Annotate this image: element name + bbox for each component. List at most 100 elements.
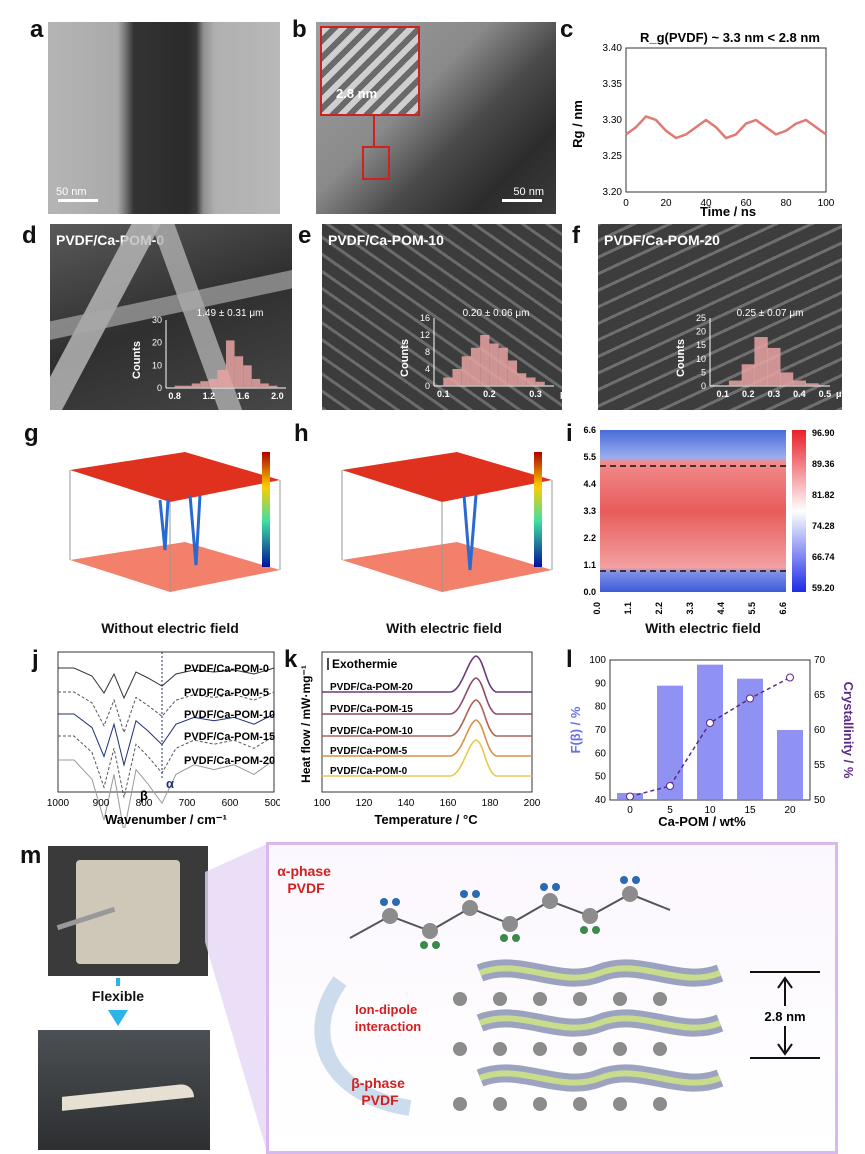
y2-tick-label: 50 xyxy=(814,795,826,806)
dsc-series-line xyxy=(322,677,532,715)
colorbar xyxy=(792,430,806,592)
x-tick-label: 0.0 xyxy=(592,602,602,615)
ftir-series-line xyxy=(58,713,275,767)
y-tick-label: 10 xyxy=(696,354,706,364)
y-tick-label: 20 xyxy=(152,338,162,348)
y-tick-label: 5 xyxy=(701,367,706,377)
x-tick-label: 80 xyxy=(780,198,792,209)
series-label: PVDF/Ca-POM-20 xyxy=(330,682,413,693)
connector-arrow xyxy=(373,114,375,146)
hist-f: 0 5 10 15 20 25 0.1 0.2 0.3 0.4 0.5 μm 0.25 ± 0.07 … xyxy=(675,308,842,399)
hist-bar xyxy=(741,364,755,386)
hist-bar xyxy=(191,383,201,388)
x-tick-label: 200 xyxy=(524,798,540,809)
carbon-atom xyxy=(573,1042,587,1056)
hist-bar xyxy=(461,356,471,386)
interaction-line1: Ion-dipole xyxy=(355,1002,417,1017)
chart-c-xlabel: Time / ns xyxy=(700,204,756,219)
hist-f-ylabel: Counts xyxy=(675,339,687,377)
y-tick-label: 60 xyxy=(595,748,607,759)
panel-g-label: g xyxy=(24,420,39,447)
beta-line2: PVDF xyxy=(361,1092,399,1108)
carbon-atom xyxy=(502,916,518,932)
y-tick-label: 0 xyxy=(701,381,706,391)
x-tick-label: 0 xyxy=(627,805,633,816)
hist-bar xyxy=(452,369,462,386)
chart-k-xlabel: Temperature / °C xyxy=(374,812,478,827)
x-tick-label: 600 xyxy=(222,798,239,809)
y-tick-label: 6.6 xyxy=(583,426,596,435)
y-tick-label: 80 xyxy=(595,702,607,713)
hist-f-stat: 0.25 ± 0.07 μm xyxy=(737,308,804,319)
y-tick-label: 40 xyxy=(595,795,607,806)
carbon-atom xyxy=(533,992,547,1006)
hist-bar xyxy=(767,347,781,386)
hist-bar xyxy=(754,337,768,386)
y-tick-label: 3.20 xyxy=(603,187,623,198)
x-tick-label: 2.0 xyxy=(271,391,284,401)
scale-label: 50 nm xyxy=(513,186,544,198)
x-tick-label: 40 xyxy=(700,198,712,209)
chart-j-xlabel: Wavenumber / cm⁻¹ xyxy=(105,812,227,827)
hist-bar xyxy=(498,347,508,386)
carbon-atom xyxy=(462,900,478,916)
carbon-atom xyxy=(622,886,638,902)
film-sheet xyxy=(76,860,180,964)
carbon-atom xyxy=(453,1097,467,1111)
hist-bar xyxy=(208,378,218,388)
x-tick-label: 1.1 xyxy=(623,602,633,615)
hist-bar xyxy=(226,340,235,388)
y2-tick-label: 60 xyxy=(814,725,826,736)
heatmap-field xyxy=(600,430,786,592)
panel-i-label: i xyxy=(566,420,573,447)
hist-d: 0 10 20 30 0.8 1.2 1.6 2.0 μm 1.49 ± 0.31 μm Cou… xyxy=(131,308,295,401)
caption-g: Without electric field xyxy=(101,620,239,636)
hist-bar xyxy=(728,380,743,386)
series-label: PVDF/Ca-POM-5 xyxy=(330,746,408,757)
carbon-atom xyxy=(653,1042,667,1056)
x-unit-label: μm xyxy=(292,391,295,401)
chart-c-ylabel: Rg / nm xyxy=(570,100,585,148)
caption-i: With electric field xyxy=(645,620,761,636)
hist-d-ylabel: Counts xyxy=(131,341,143,379)
hist-bar xyxy=(251,378,261,388)
sem-image-f: PVDF/Ca-POM-20 xyxy=(598,224,842,410)
carbon-atom xyxy=(613,992,627,1006)
y-tick-label: 100 xyxy=(589,655,606,666)
carbon-atom xyxy=(453,992,467,1006)
x-tick-label: 15 xyxy=(744,805,756,816)
x-tick-label: 5.5 xyxy=(747,602,757,615)
hist-bar xyxy=(507,360,518,386)
hist-bar xyxy=(243,365,252,388)
y-tick-label: 70 xyxy=(595,725,607,736)
chart-l-xlabel: Ca-POM / wt% xyxy=(658,814,746,829)
alpha-phase-label: α-phase PVDF xyxy=(277,863,335,896)
hist-bar xyxy=(489,343,499,386)
plot-frame xyxy=(57,651,275,793)
substituent-atom xyxy=(540,883,548,891)
plot-frame xyxy=(625,47,827,193)
hist-bar xyxy=(470,347,481,386)
panel-m-label: m xyxy=(20,842,42,869)
zoom-connector xyxy=(205,844,267,1152)
carbon-atom xyxy=(573,1097,587,1111)
colorbar-tick-label: 74.28 xyxy=(812,521,835,531)
panel-h-label: h xyxy=(294,420,309,447)
crystallinity-point xyxy=(666,782,674,790)
up-arrow-icon xyxy=(777,976,793,1006)
substituent-atom xyxy=(500,934,508,942)
beta-marker: β xyxy=(140,788,148,803)
substituent-atom xyxy=(380,898,388,906)
x-tick-label: 4.4 xyxy=(716,602,726,615)
ftir-series-line xyxy=(58,667,275,700)
zoom-wedge xyxy=(205,844,267,1152)
hrtem-image-b: 2.8 nm 50 nm xyxy=(316,22,556,214)
x-tick-label: 20 xyxy=(784,805,796,816)
surface-bottom xyxy=(342,542,552,592)
hist-bar xyxy=(260,383,269,388)
carbon-atom xyxy=(453,1042,467,1056)
hist-e: 0 4 8 12 16 0.1 0.2 0.3 μm 0.20 ± 0.06 μm Counts xyxy=(399,308,563,399)
x-tick-label: 1.2 xyxy=(203,391,216,401)
hist-bar xyxy=(443,377,453,386)
panel-f-label: f xyxy=(572,222,580,249)
